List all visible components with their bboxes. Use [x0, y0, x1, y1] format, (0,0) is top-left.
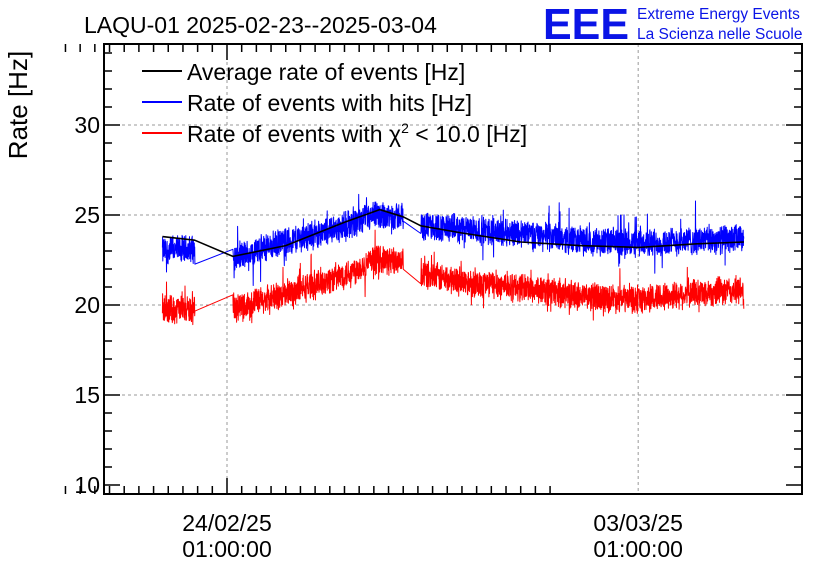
y-tick-label: 10 [74, 472, 100, 498]
x-tick-time-label: 01:00:00 [593, 536, 683, 562]
x-tick-time-label: 01:00:00 [182, 536, 272, 562]
logo-subtitle-1: Extreme Energy Events [637, 6, 800, 23]
series-layer [161, 193, 745, 326]
x-tick-date-label: 03/03/25 [593, 510, 683, 536]
x-tick-date-label: 24/02/25 [182, 510, 272, 536]
series-line-2 [161, 229, 745, 326]
chart-title: LAQU-01 2025-02-23--2025-03-04 [84, 12, 437, 38]
legend-chi2-symbol: χ [389, 121, 401, 147]
legend-chi2-superscript: 2 [401, 120, 409, 136]
y-axis-label: Rate [Hz] [3, 51, 33, 159]
legend-chi2-prefix: Rate of events with [187, 121, 389, 147]
eee-logo: EEE [543, 0, 629, 49]
series-line-1 [161, 193, 745, 286]
logo-subtitle-2: La Scienza nelle Scuole [637, 26, 802, 43]
y-tick-label: 30 [74, 112, 100, 138]
legend-chi2-suffix: < 10.0 [Hz] [409, 121, 527, 147]
legend: Average rate of events [Hz] Rate of even… [142, 59, 527, 147]
legend-label-average: Average rate of events [Hz] [187, 59, 465, 85]
legend-label-hits: Rate of events with hits [Hz] [187, 90, 472, 116]
axis-layer: 101520253024/02/2501:00:0003/03/2501:00:… [64, 43, 803, 562]
y-tick-label: 15 [74, 382, 100, 408]
series-line-0 [162, 208, 744, 258]
y-tick-label: 20 [74, 292, 100, 318]
grid-layer [104, 44, 802, 494]
y-tick-label: 25 [74, 202, 100, 228]
legend-label-chi2: Rate of events with χ2 < 10.0 [Hz] [187, 120, 527, 147]
